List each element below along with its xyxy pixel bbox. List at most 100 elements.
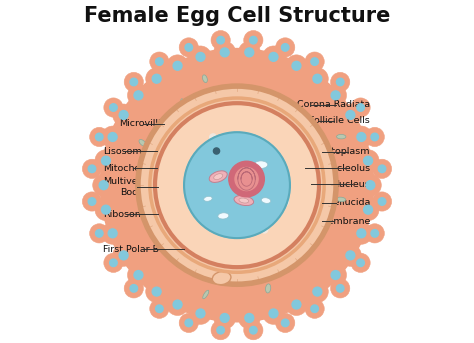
Circle shape <box>213 148 219 154</box>
Ellipse shape <box>286 226 292 234</box>
Circle shape <box>108 229 117 238</box>
Circle shape <box>211 321 230 340</box>
Circle shape <box>179 38 199 57</box>
Circle shape <box>330 279 350 298</box>
Circle shape <box>250 327 257 334</box>
Circle shape <box>101 205 110 214</box>
Ellipse shape <box>193 196 209 205</box>
Circle shape <box>99 181 108 190</box>
Circle shape <box>275 38 295 57</box>
Circle shape <box>346 251 355 260</box>
Ellipse shape <box>297 173 307 178</box>
Circle shape <box>138 86 336 284</box>
Circle shape <box>173 300 182 309</box>
Circle shape <box>150 299 169 318</box>
Circle shape <box>282 44 289 51</box>
Circle shape <box>102 222 124 244</box>
Ellipse shape <box>279 112 283 119</box>
Circle shape <box>179 313 199 332</box>
Circle shape <box>90 224 109 243</box>
Circle shape <box>155 305 163 312</box>
Circle shape <box>306 68 328 90</box>
Ellipse shape <box>209 171 227 182</box>
Circle shape <box>238 307 260 329</box>
Circle shape <box>196 52 205 61</box>
Circle shape <box>130 285 137 292</box>
Circle shape <box>113 245 135 266</box>
Circle shape <box>102 126 124 148</box>
Circle shape <box>229 161 264 197</box>
Circle shape <box>364 156 373 165</box>
Circle shape <box>113 104 135 126</box>
Circle shape <box>104 98 123 117</box>
Circle shape <box>211 31 230 50</box>
Ellipse shape <box>196 151 210 162</box>
Text: Multivesicular
Bodies: Multivesicular Bodies <box>103 177 169 197</box>
Circle shape <box>364 205 373 214</box>
Circle shape <box>190 303 211 324</box>
Circle shape <box>210 134 217 141</box>
Circle shape <box>371 229 379 237</box>
Ellipse shape <box>256 151 269 158</box>
Circle shape <box>331 91 340 100</box>
Ellipse shape <box>265 173 277 180</box>
Ellipse shape <box>198 237 205 246</box>
Ellipse shape <box>199 153 207 159</box>
Circle shape <box>109 259 117 267</box>
Ellipse shape <box>202 75 208 83</box>
Circle shape <box>214 307 236 329</box>
Circle shape <box>124 279 144 298</box>
Ellipse shape <box>218 213 229 219</box>
Circle shape <box>95 150 117 172</box>
Circle shape <box>101 156 110 165</box>
Circle shape <box>152 74 161 83</box>
Text: First Polar Body: First Polar Body <box>103 245 176 254</box>
Circle shape <box>190 46 211 68</box>
Ellipse shape <box>167 213 177 218</box>
Circle shape <box>378 198 386 205</box>
Text: Mitochondria: Mitochondria <box>103 164 165 173</box>
Ellipse shape <box>254 111 261 119</box>
Circle shape <box>282 199 288 206</box>
Circle shape <box>346 110 355 119</box>
Ellipse shape <box>265 284 271 293</box>
Circle shape <box>274 161 282 168</box>
Circle shape <box>185 319 192 327</box>
Circle shape <box>269 309 278 318</box>
Circle shape <box>104 253 123 272</box>
Circle shape <box>365 127 384 146</box>
Circle shape <box>189 192 196 199</box>
Text: Corona Radiata: Corona Radiata <box>297 100 370 109</box>
Text: Ribosomes: Ribosomes <box>103 210 155 219</box>
Circle shape <box>95 133 103 141</box>
Circle shape <box>108 132 117 141</box>
Circle shape <box>130 78 137 86</box>
Circle shape <box>82 192 101 211</box>
Circle shape <box>245 48 254 57</box>
Ellipse shape <box>212 272 231 285</box>
Circle shape <box>292 61 301 70</box>
Ellipse shape <box>337 134 346 139</box>
Ellipse shape <box>223 144 231 148</box>
Circle shape <box>100 48 374 322</box>
Circle shape <box>95 229 103 237</box>
Circle shape <box>217 36 224 44</box>
Circle shape <box>366 181 375 190</box>
Circle shape <box>357 104 365 111</box>
Text: Female Egg Cell Structure: Female Egg Cell Structure <box>84 6 390 26</box>
Ellipse shape <box>277 247 283 255</box>
Ellipse shape <box>261 198 271 203</box>
Circle shape <box>119 110 128 119</box>
Circle shape <box>119 251 128 260</box>
Ellipse shape <box>250 219 262 226</box>
Circle shape <box>244 31 263 50</box>
Circle shape <box>173 61 182 70</box>
Circle shape <box>325 84 346 106</box>
Ellipse shape <box>234 85 238 96</box>
Circle shape <box>152 287 161 296</box>
Circle shape <box>357 259 365 267</box>
Circle shape <box>306 281 328 303</box>
Circle shape <box>146 281 168 303</box>
Ellipse shape <box>337 197 346 202</box>
Ellipse shape <box>254 161 268 168</box>
